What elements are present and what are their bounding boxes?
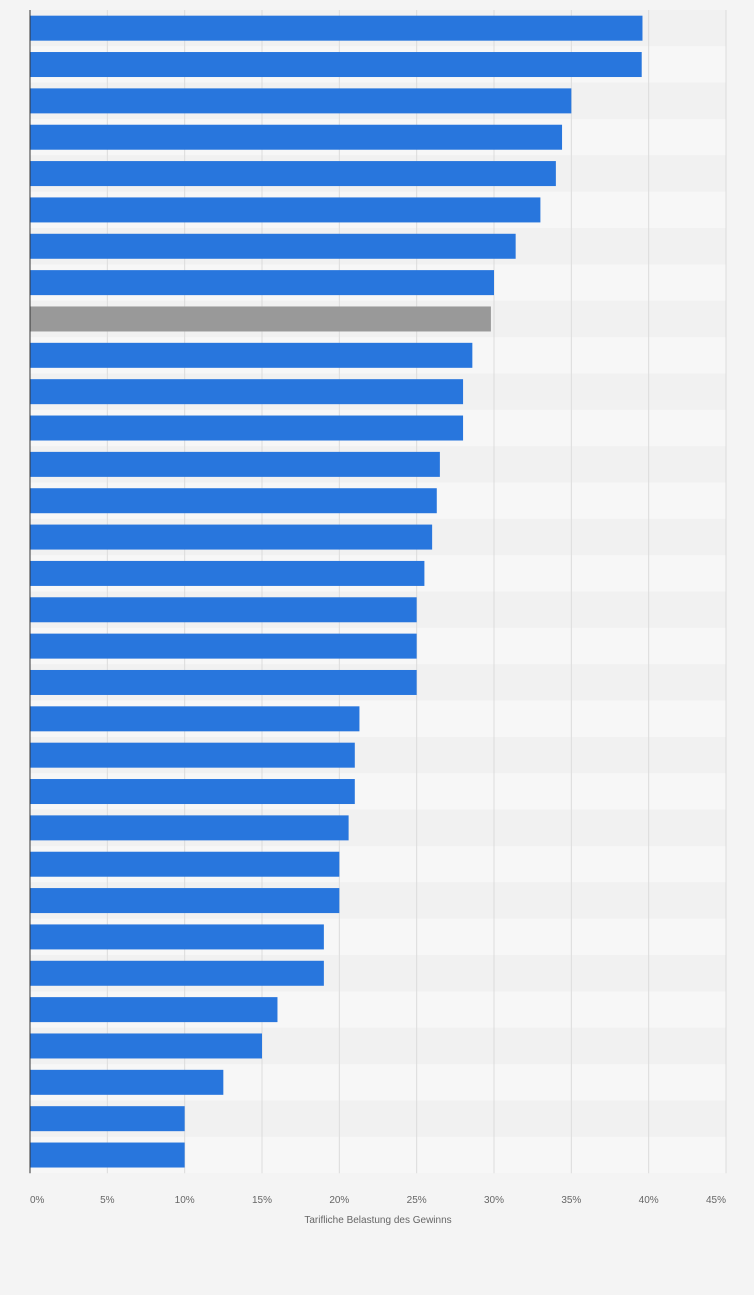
bar[interactable] — [30, 597, 417, 623]
bar[interactable] — [30, 1069, 224, 1095]
bar[interactable] — [30, 379, 464, 405]
bar[interactable] — [30, 488, 437, 514]
x-tick-label: 5% — [100, 1195, 115, 1206]
bar[interactable] — [30, 960, 324, 986]
x-tick-label: 35% — [561, 1195, 581, 1206]
bar[interactable] — [30, 270, 494, 296]
bar[interactable] — [30, 888, 340, 914]
x-axis-label: Tarifliche Belastung des Gewinns — [304, 1215, 451, 1226]
bar[interactable] — [30, 1106, 185, 1132]
bar[interactable] — [30, 633, 417, 659]
bar[interactable] — [30, 233, 516, 259]
bar-highlighted[interactable] — [30, 306, 491, 332]
x-tick-label: 15% — [252, 1195, 272, 1206]
bar[interactable] — [30, 1142, 185, 1168]
bar[interactable] — [30, 669, 417, 695]
bar[interactable] — [30, 88, 572, 114]
x-tick-labels: 0% 5% 10% 15% 20% 25% 30% 35% 40% 45% — [30, 1195, 726, 1206]
bar[interactable] — [30, 742, 355, 768]
x-tick-label: 0% — [30, 1195, 45, 1206]
x-tick-label: 45% — [706, 1195, 726, 1206]
bar[interactable] — [30, 451, 440, 477]
bar[interactable] — [30, 1033, 262, 1059]
x-tick-label: 10% — [175, 1195, 195, 1206]
bar[interactable] — [30, 52, 642, 78]
bar[interactable] — [30, 524, 433, 550]
bar[interactable] — [30, 706, 360, 732]
bar[interactable] — [30, 560, 425, 586]
bar[interactable] — [30, 342, 473, 368]
bar[interactable] — [30, 779, 355, 805]
x-tick-label: 25% — [407, 1195, 427, 1206]
bar[interactable] — [30, 815, 349, 841]
bar[interactable] — [30, 124, 563, 150]
bar[interactable] — [30, 997, 278, 1023]
x-tick-label: 20% — [329, 1195, 349, 1206]
bar[interactable] — [30, 415, 464, 441]
x-tick-label: 30% — [484, 1195, 504, 1206]
bars — [30, 15, 643, 1168]
bar[interactable] — [30, 851, 340, 877]
bar[interactable] — [30, 161, 556, 187]
bar[interactable] — [30, 197, 541, 223]
bar[interactable] — [30, 924, 324, 950]
bar[interactable] — [30, 15, 643, 41]
x-tick-label: 40% — [639, 1195, 659, 1206]
